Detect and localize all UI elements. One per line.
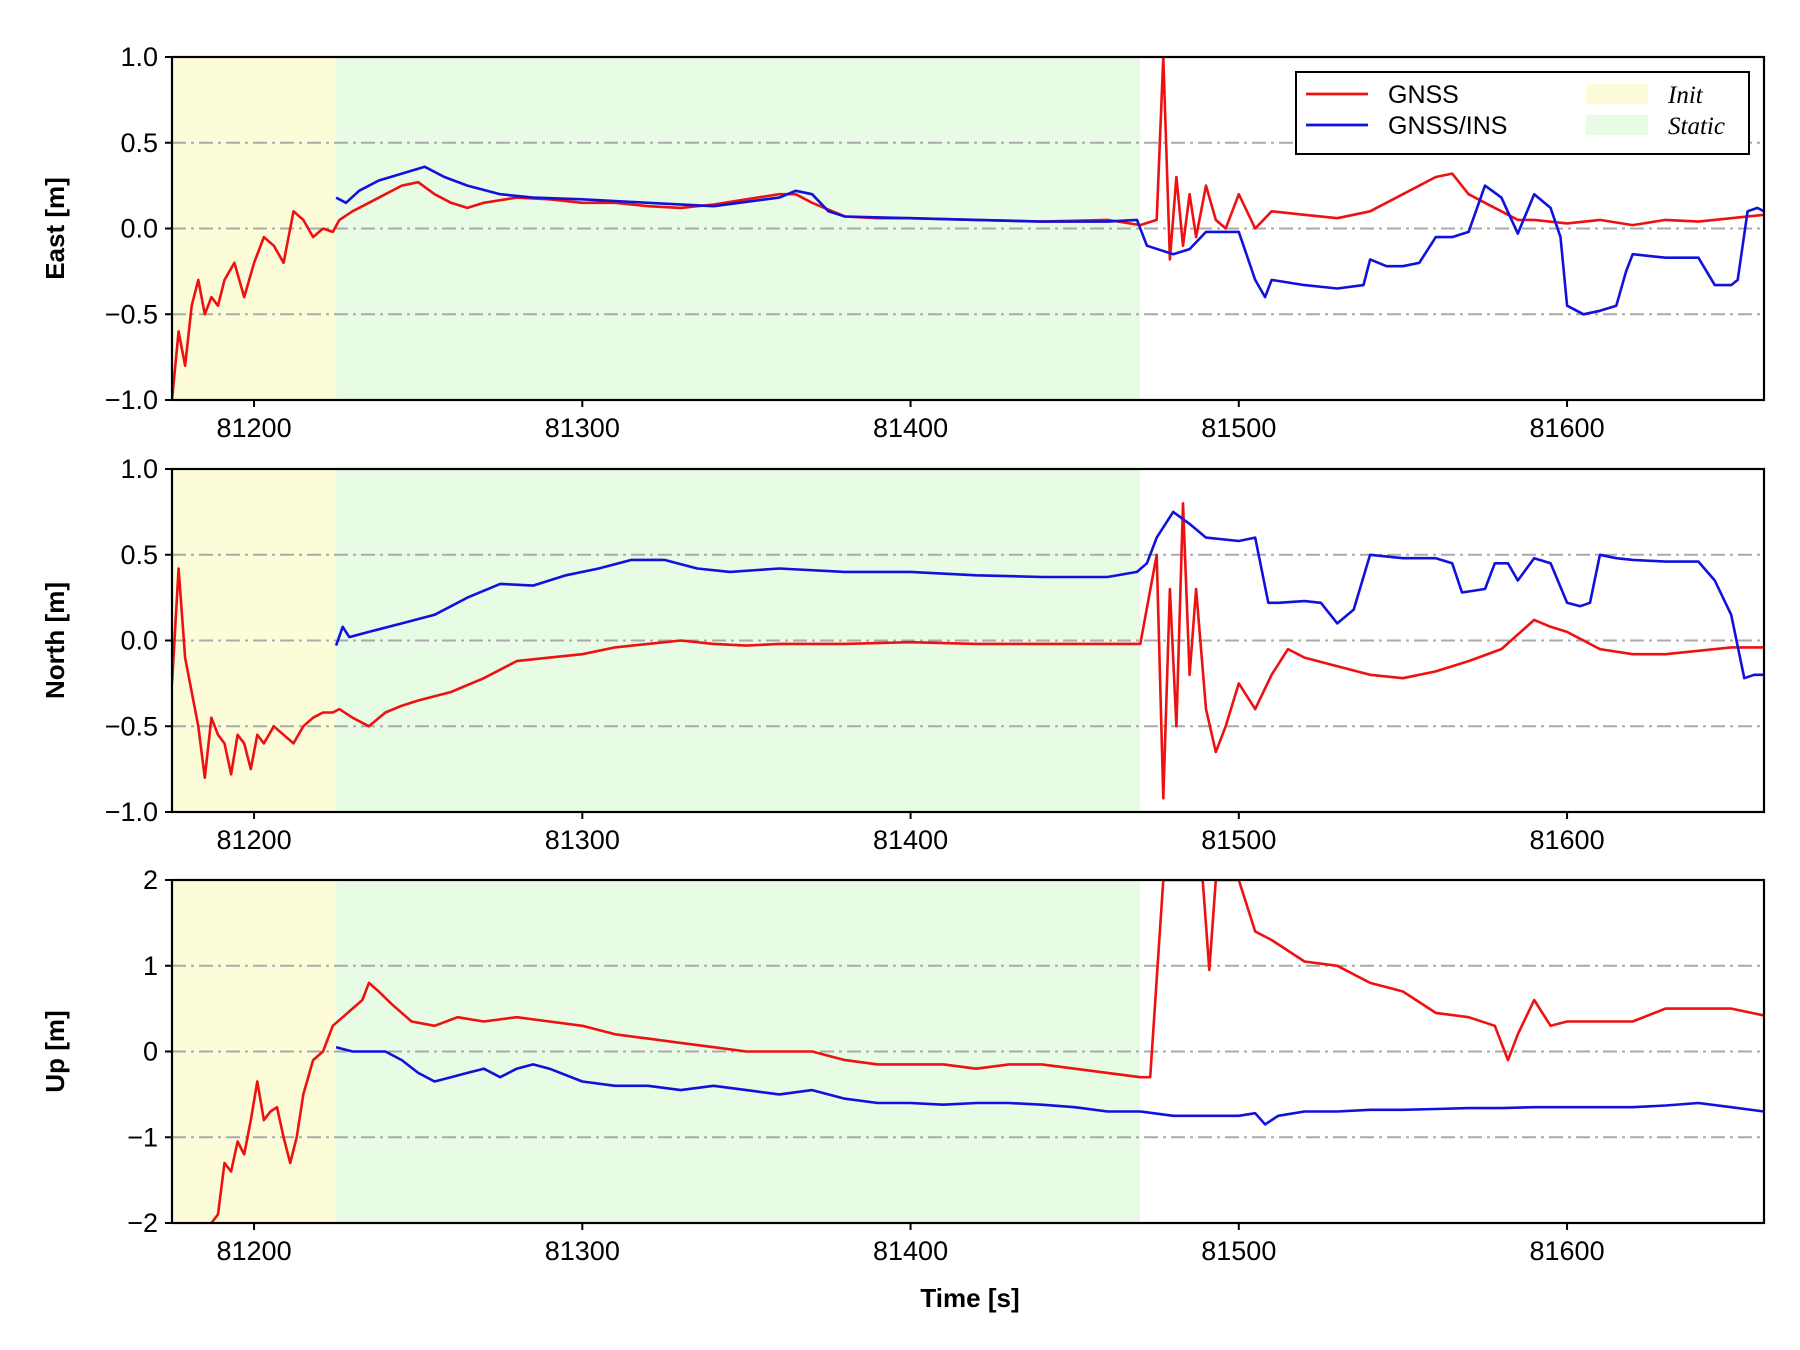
legend-swatch-init bbox=[1586, 84, 1648, 104]
y-tick-label: −0.5 bbox=[105, 299, 158, 329]
legend: GNSS GNSS/INS Init Static bbox=[1295, 71, 1750, 155]
x-tick-label: 81400 bbox=[873, 1236, 948, 1266]
x-tick-label: 81200 bbox=[217, 825, 292, 855]
x-tick-label: 81300 bbox=[545, 1236, 620, 1266]
x-tick-label: 81200 bbox=[217, 1236, 292, 1266]
series-line-gnss-ins bbox=[335, 165, 1764, 316]
x-axis-label: Time [s] bbox=[920, 1283, 1019, 1313]
y-tick-label: −1 bbox=[127, 1122, 158, 1152]
legend-label-static: Static bbox=[1668, 113, 1725, 140]
y-tick-label: −2 bbox=[127, 1208, 158, 1238]
north-panel: 81200 81300 81400 81500 81600 −1.0 −0.5 0.0 0.5 1… bbox=[40, 454, 1766, 855]
y-tick-label: −1.0 bbox=[105, 797, 158, 827]
legend-frame bbox=[1295, 71, 1750, 155]
up-panel: 81200 81300 81400 81500 81600 −2 −1 0 1 2 Up [m] bbox=[40, 865, 1766, 1266]
x-tick-label: 81500 bbox=[1201, 1236, 1276, 1266]
x-tick-label: 81300 bbox=[545, 413, 620, 443]
x-tick-label: 81500 bbox=[1201, 413, 1276, 443]
y-tick-label: 1.0 bbox=[120, 42, 158, 72]
x-tick-label: 81200 bbox=[217, 413, 292, 443]
y-tick-label: 1 bbox=[143, 951, 158, 981]
y-tick-label: 2 bbox=[143, 865, 158, 895]
legend-label-init: Init bbox=[1667, 82, 1704, 109]
x-tick-label: 81400 bbox=[873, 413, 948, 443]
y-axis-label: North [m] bbox=[40, 582, 70, 699]
y-tick-label: −0.5 bbox=[105, 711, 158, 741]
east-panel: 81200 81300 81400 81500 81600 −1.0 −0.5 0.0 0.5 1… bbox=[40, 42, 1766, 443]
y-tick-label: 0.0 bbox=[120, 214, 158, 244]
x-tick-label: 81400 bbox=[873, 825, 948, 855]
x-tick-label: 81300 bbox=[545, 825, 620, 855]
y-tick-label: −1.0 bbox=[105, 385, 158, 415]
x-tick-label: 81600 bbox=[1530, 825, 1605, 855]
y-axis-label: East [m] bbox=[40, 177, 70, 280]
series-line-gnss bbox=[172, 501, 1764, 800]
y-axis-label: Up [m] bbox=[40, 1010, 70, 1092]
series-line-gnss bbox=[172, 57, 1764, 400]
legend-label-gnss-ins: GNSS/INS bbox=[1388, 112, 1507, 140]
x-tick-label: 81500 bbox=[1201, 825, 1276, 855]
y-tick-label: 0 bbox=[143, 1037, 158, 1067]
y-tick-label: 0.5 bbox=[120, 540, 158, 570]
x-tick-label: 81600 bbox=[1530, 1236, 1605, 1266]
y-tick-label: 1.0 bbox=[120, 454, 158, 484]
series-line-gnss bbox=[210, 880, 1764, 1223]
y-tick-label: 0.0 bbox=[120, 626, 158, 656]
legend-label-gnss: GNSS bbox=[1388, 81, 1459, 109]
series-line-gnss-ins bbox=[335, 1045, 1764, 1126]
legend-swatch-static bbox=[1586, 115, 1648, 135]
series-line-gnss-ins bbox=[334, 510, 1764, 680]
x-tick-label: 81600 bbox=[1530, 413, 1605, 443]
y-tick-label: 0.5 bbox=[120, 128, 158, 158]
